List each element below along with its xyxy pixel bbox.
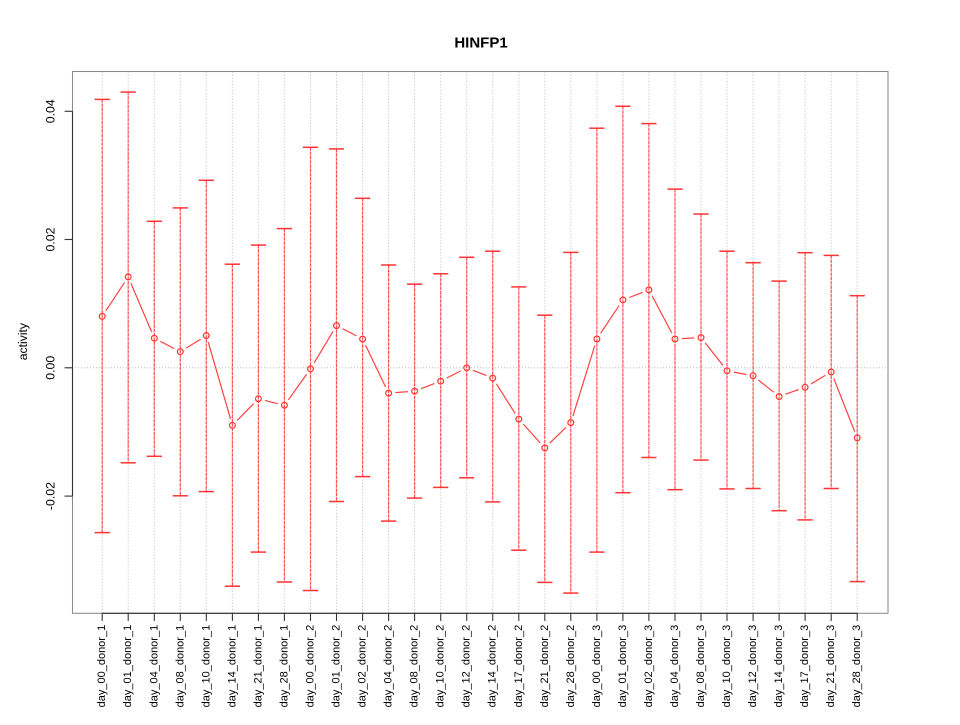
svg-text:day_28_donor_1: day_28_donor_1 bbox=[278, 625, 290, 708]
svg-text:day_14_donor_2: day_14_donor_2 bbox=[487, 625, 499, 708]
svg-text:day_08_donor_2: day_08_donor_2 bbox=[409, 625, 421, 708]
svg-text:day_17_donor_2: day_17_donor_2 bbox=[513, 625, 525, 708]
svg-text:day_14_donor_1: day_14_donor_1 bbox=[226, 625, 238, 708]
svg-text:day_12_donor_2: day_12_donor_2 bbox=[461, 625, 473, 708]
svg-text:day_17_donor_3: day_17_donor_3 bbox=[799, 625, 811, 708]
svg-text:0.04: 0.04 bbox=[44, 99, 58, 123]
svg-text:day_02_donor_2: day_02_donor_2 bbox=[357, 625, 369, 708]
svg-text:day_28_donor_2: day_28_donor_2 bbox=[565, 625, 577, 708]
svg-text:-0.02: -0.02 bbox=[44, 482, 58, 510]
svg-text:day_21_donor_2: day_21_donor_2 bbox=[539, 625, 551, 708]
svg-text:0.00: 0.00 bbox=[44, 356, 58, 380]
svg-text:day_08_donor_1: day_08_donor_1 bbox=[174, 625, 186, 708]
svg-text:day_08_donor_3: day_08_donor_3 bbox=[695, 625, 707, 708]
svg-text:day_02_donor_3: day_02_donor_3 bbox=[643, 625, 655, 708]
svg-text:day_04_donor_3: day_04_donor_3 bbox=[669, 625, 681, 708]
svg-text:day_00_donor_3: day_00_donor_3 bbox=[591, 625, 603, 708]
svg-text:day_04_donor_2: day_04_donor_2 bbox=[383, 625, 395, 708]
svg-text:0.02: 0.02 bbox=[44, 227, 58, 251]
svg-text:day_10_donor_3: day_10_donor_3 bbox=[721, 625, 733, 708]
svg-text:day_12_donor_3: day_12_donor_3 bbox=[747, 625, 759, 708]
svg-text:day_21_donor_1: day_21_donor_1 bbox=[252, 625, 264, 708]
svg-text:day_21_donor_3: day_21_donor_3 bbox=[825, 625, 837, 708]
svg-text:day_01_donor_2: day_01_donor_2 bbox=[331, 625, 343, 708]
svg-text:day_04_donor_1: day_04_donor_1 bbox=[148, 625, 160, 708]
svg-text:day_10_donor_1: day_10_donor_1 bbox=[200, 625, 212, 708]
svg-text:day_00_donor_2: day_00_donor_2 bbox=[305, 625, 317, 708]
svg-text:HINFP1: HINFP1 bbox=[454, 35, 507, 52]
svg-text:day_01_donor_1: day_01_donor_1 bbox=[122, 625, 134, 708]
svg-text:day_01_donor_3: day_01_donor_3 bbox=[617, 625, 629, 708]
svg-text:day_14_donor_3: day_14_donor_3 bbox=[773, 625, 785, 708]
svg-text:activity: activity bbox=[16, 322, 30, 360]
svg-text:day_00_donor_1: day_00_donor_1 bbox=[96, 625, 108, 708]
svg-text:day_28_donor_3: day_28_donor_3 bbox=[851, 625, 863, 708]
svg-text:day_10_donor_2: day_10_donor_2 bbox=[435, 625, 447, 708]
